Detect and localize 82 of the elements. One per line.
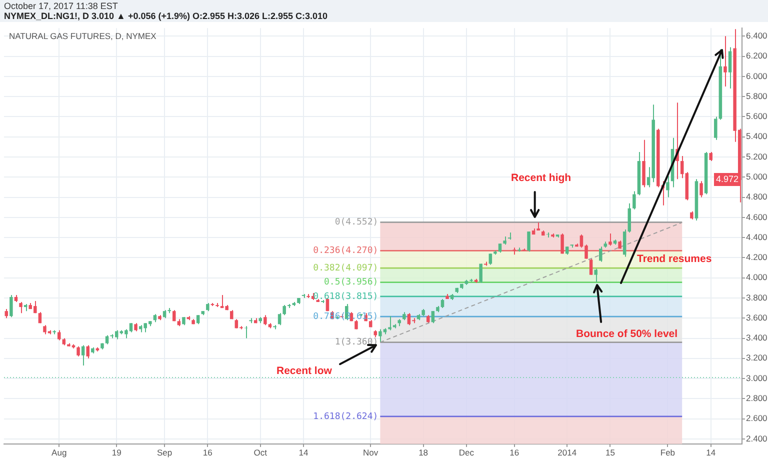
annotation: Trend resumes	[637, 253, 712, 265]
y-tick-label: 6.400	[746, 30, 768, 40]
ref-line-label: 0.5(3.956)	[324, 278, 378, 288]
x-tick-label: 18	[418, 447, 428, 458]
y-tick-label: 5.800	[746, 90, 768, 101]
candlestick	[700, 180, 703, 198]
candlestick	[76, 346, 80, 357]
candlestick	[714, 116, 718, 140]
x-tick-label: 2014	[558, 447, 577, 458]
candlestick	[86, 344, 90, 359]
candlestick	[560, 233, 564, 254]
candlestick	[440, 298, 444, 309]
candlestick	[709, 151, 712, 162]
candlestick	[488, 253, 492, 266]
x-tick-label: Nov	[363, 447, 379, 458]
x-tick-label: 19	[112, 447, 122, 458]
candlestick	[589, 258, 593, 276]
chart-subtitle: NYMEX_DL:NG1!, D 3.010 ▲ +0.056 (+1.9%) O:2.955 H:3.026 L:2.955 C:3.010	[4, 11, 328, 21]
x-tick-label: Oct	[254, 447, 268, 458]
candlestick	[196, 314, 200, 325]
candlestick	[680, 155, 684, 179]
candlestick	[599, 246, 602, 262]
y-tick-label: 4.600	[746, 212, 768, 222]
y-tick-label: 5.600	[746, 111, 768, 122]
candlestick	[724, 36, 727, 88]
y-tick-label: 3.600	[746, 312, 768, 322]
ref-line-label: 1.618(2.624)	[313, 412, 378, 422]
x-tick-label: Dec	[458, 447, 475, 458]
y-tick-label: 3.000	[746, 372, 768, 383]
y-tick-label: 5.200	[746, 151, 768, 162]
annotation: Recent low	[276, 365, 332, 377]
candlestick	[19, 302, 22, 314]
x-tick-label: 16	[510, 447, 520, 458]
candlestick	[498, 243, 502, 254]
ref-line-label: 1(3.360)	[334, 338, 378, 348]
y-tick-label: 3.800	[746, 292, 768, 302]
candlestick	[57, 330, 61, 341]
y-tick-label: 6.200	[746, 50, 768, 61]
candlestick	[628, 202, 632, 234]
candlestick	[546, 232, 550, 238]
x-tick-label: 14	[706, 447, 716, 458]
candlestick	[388, 316, 392, 331]
candlestick	[666, 176, 670, 198]
candlestick	[431, 310, 435, 324]
candlestick	[608, 233, 612, 246]
y-tick-label: 5.400	[746, 131, 768, 142]
ref-line-label: 0.382(4.097)	[313, 263, 378, 274]
candlestick	[479, 263, 482, 284]
x-tick-label: Sep	[156, 447, 172, 458]
y-tick-label: 4.800	[746, 192, 768, 202]
candlestick	[594, 268, 598, 282]
candlestick	[10, 294, 13, 318]
ref-line-label: 0.236(4.270)	[313, 246, 378, 256]
candlestick	[622, 229, 626, 258]
ref-line-label: 0(4.552)	[334, 218, 378, 228]
y-tick-label: 6.000	[746, 70, 768, 81]
y-tick-label: 2.600	[746, 413, 768, 424]
y-tick-label: 4.200	[746, 252, 768, 262]
text: October 17, 2017 11:38 EST	[4, 1, 118, 11]
y-tick-label: 4.000	[746, 272, 768, 282]
y-tick-label: 5.000	[746, 171, 768, 182]
annotation: 4.972	[714, 173, 741, 186]
annotation: Recent high	[511, 172, 572, 184]
candlestick	[728, 46, 732, 90]
x-tick-label: 15	[605, 447, 616, 458]
y-tick-label: 4.400	[746, 232, 768, 242]
x-tick-label: 16	[202, 447, 213, 458]
x-tick-label: Feb	[660, 447, 676, 458]
y-tick-label: 2.800	[746, 393, 768, 404]
x-tick-label: Aug	[52, 447, 67, 458]
candlestick	[527, 231, 530, 252]
annotation: Bounce of 50% level	[576, 328, 678, 340]
chart-title: NATURAL GAS FUTURES, D, NYMEX	[9, 31, 156, 41]
y-tick-label: 3.200	[746, 352, 768, 363]
y-tick-label: 3.400	[746, 332, 768, 343]
candlestick	[105, 334, 109, 345]
candlestick	[4, 308, 8, 319]
y-tick-label: 2.400	[746, 433, 768, 444]
candlestick	[81, 344, 85, 366]
candlestick	[264, 314, 267, 326]
candlestick	[632, 190, 636, 210]
x-tick-label: 14	[298, 447, 309, 458]
